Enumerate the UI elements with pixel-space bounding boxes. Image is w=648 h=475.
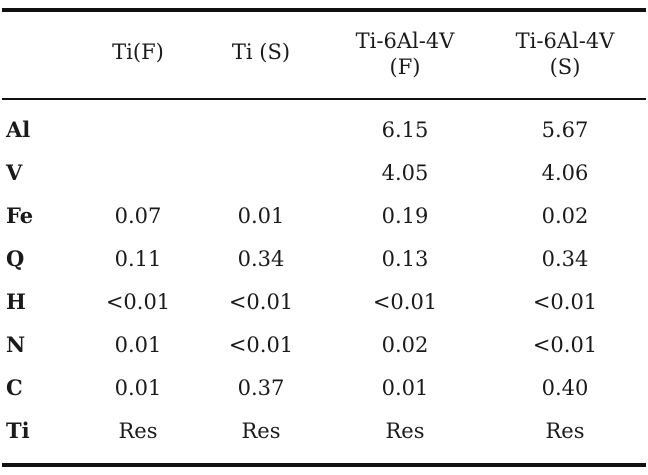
- row-label: Fe: [6, 203, 34, 228]
- table-cell: 4.05: [381, 161, 429, 185]
- row-label: Al: [6, 117, 31, 142]
- table-cell: Res: [241, 419, 281, 443]
- row-label: Q: [6, 246, 25, 271]
- row-label: N: [6, 332, 26, 357]
- table-cell: <0.01: [228, 290, 294, 314]
- table-cell: 0.37: [237, 376, 285, 400]
- column-header-ti-f: Ti(F): [112, 40, 164, 64]
- table-cell: 0.01: [237, 204, 285, 228]
- table-cell: Res: [545, 419, 585, 443]
- table-cell: 0.11: [114, 247, 162, 271]
- table-cell: 5.67: [541, 118, 589, 142]
- column-header-ti6al4v-s: Ti-6Al-4V (S): [515, 29, 615, 79]
- table-cell: 0.01: [114, 333, 162, 357]
- table-cell: 0.13: [381, 247, 429, 271]
- table-cell: Res: [385, 419, 425, 443]
- header-divider-rule: [2, 98, 646, 100]
- table-cell: 0.40: [541, 376, 589, 400]
- table-cell: 0.01: [381, 376, 429, 400]
- table-cell: <0.01: [372, 290, 438, 314]
- table-cell: 0.07: [114, 204, 162, 228]
- column-header-ti6al4v-f: Ti-6Al-4V (F): [355, 29, 455, 79]
- table-cell: 4.06: [541, 161, 589, 185]
- table-cell: 0.34: [541, 247, 589, 271]
- row-label: C: [6, 375, 23, 400]
- table-cell: Res: [118, 419, 158, 443]
- row-label: Ti: [6, 418, 30, 443]
- table-cell: <0.01: [105, 290, 171, 314]
- table-bottom-rule: [2, 463, 646, 467]
- table-cell: <0.01: [532, 333, 598, 357]
- table-cell: 0.19: [381, 204, 429, 228]
- table-cell: 0.01: [114, 376, 162, 400]
- table-cell: <0.01: [532, 290, 598, 314]
- table-top-rule: [2, 8, 646, 12]
- table-cell: <0.01: [228, 333, 294, 357]
- table-cell: 0.02: [381, 333, 429, 357]
- column-header-ti-s: Ti (S): [231, 40, 291, 64]
- table-cell: 0.34: [237, 247, 285, 271]
- row-label: H: [6, 289, 26, 314]
- row-label: V: [6, 160, 23, 185]
- table-cell: 0.02: [541, 204, 589, 228]
- table-cell: 6.15: [381, 118, 429, 142]
